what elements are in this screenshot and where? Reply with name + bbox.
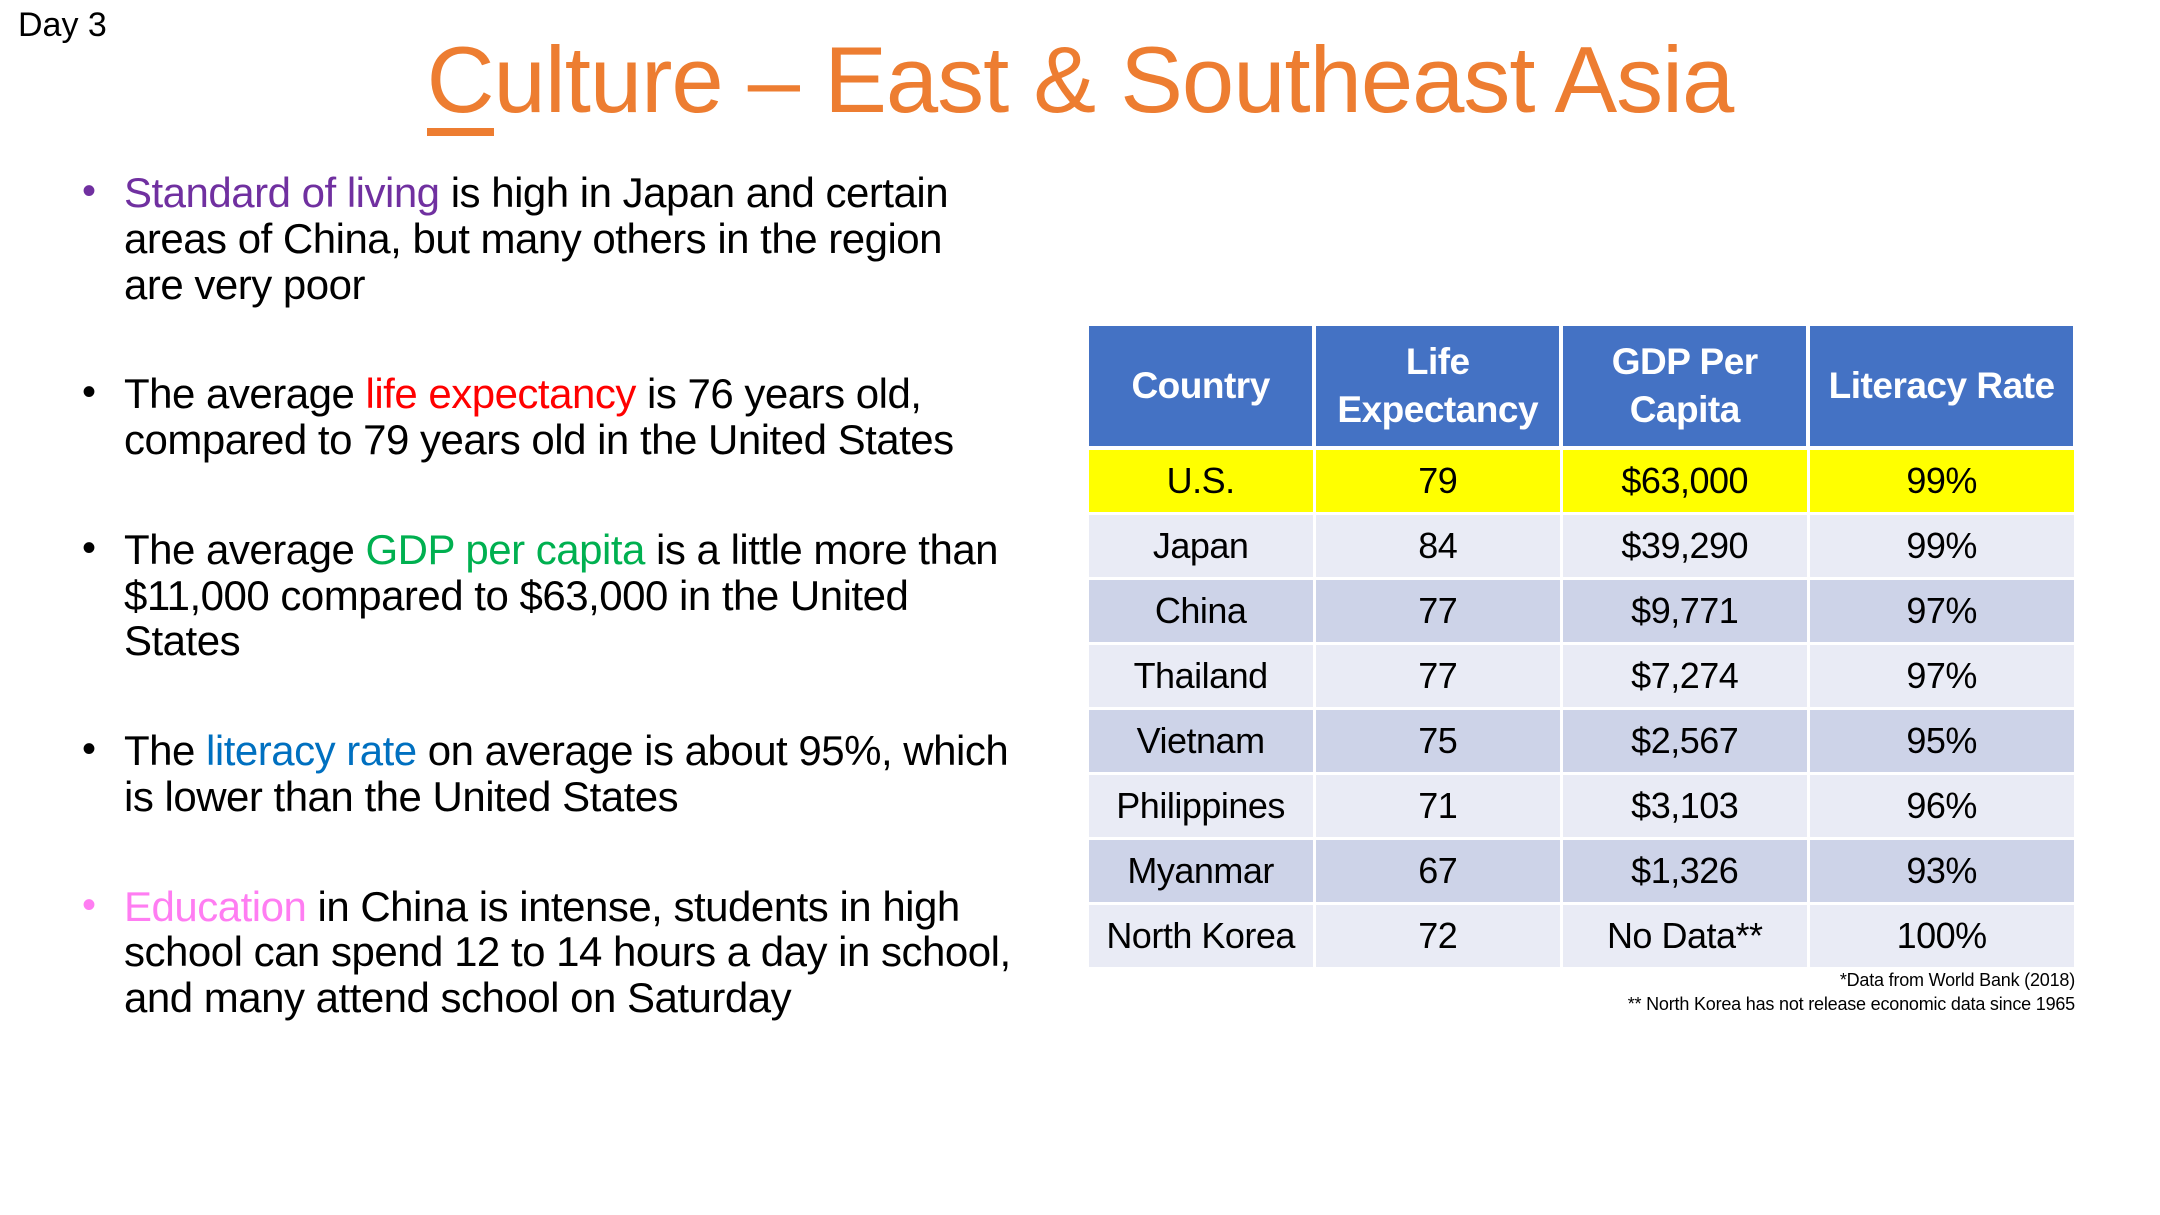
table-cell-literacy-rate: 96%: [1806, 772, 2077, 840]
table-cell-life-expectancy: 77: [1312, 577, 1563, 645]
table-header-row: Country Life Expectancy GDP Per Capita L…: [1084, 322, 2077, 450]
table-cell-country: U.S.: [1085, 446, 1316, 515]
table-cell-gdp-per-capita: $1,326: [1559, 837, 1810, 905]
bullet-keyword: life expectancy: [365, 370, 637, 418]
table-cell-gdp-per-capita: $63,000: [1559, 446, 1810, 515]
table-cell-literacy-rate: 97%: [1806, 642, 2077, 710]
bullet-dot-icon: •: [82, 525, 96, 570]
bullet-dot-icon: •: [82, 727, 96, 772]
table-cell-country: Philippines: [1085, 772, 1316, 840]
bullet-text: The average life expectancy is 76 years …: [124, 371, 1012, 463]
table-cell-life-expectancy: 67: [1312, 837, 1563, 905]
day-label: Day 3: [18, 6, 107, 44]
bullet-suffix: is high in Japan and certain areas of Ch…: [124, 169, 949, 308]
bullet-prefix: The average: [124, 525, 366, 573]
bullet-text: The literacy rate on average is about 95…: [124, 728, 1012, 820]
table-cell-gdp-per-capita: $9,771: [1559, 577, 1810, 645]
table-cell-life-expectancy: 84: [1312, 512, 1563, 580]
bullet-suffix: on average is about 95%, which is lower …: [124, 727, 1009, 820]
table-cell-literacy-rate: 97%: [1806, 577, 2077, 645]
table-cell-country: Vietnam: [1085, 707, 1316, 775]
bullet-item-life-expectancy: • The average life expectancy is 76 year…: [82, 371, 1012, 463]
table-cell-country: Japan: [1085, 512, 1316, 580]
table-header-literacy-rate: Literacy Rate: [1806, 322, 2077, 450]
table-row-thailand: Thailand 77 $7,274 97%: [1085, 642, 2077, 710]
bullet-text: Education in China is intense, students …: [124, 882, 1012, 1022]
table-cell-literacy-rate: 100%: [1806, 902, 2077, 970]
bullet-item-literacy-rate: • The literacy rate on average is about …: [82, 728, 1012, 820]
table-cell-literacy-rate: 99%: [1806, 446, 2077, 515]
table-cell-literacy-rate: 93%: [1806, 837, 2077, 905]
bullet-dot-icon: •: [82, 882, 96, 927]
table-header-gdp-per-capita: GDP Per Capita: [1559, 322, 1811, 450]
table-cell-literacy-rate: 99%: [1806, 512, 2077, 580]
bullet-prefix: The: [124, 727, 207, 775]
bullet-list: • Standard of living is high in Japan an…: [82, 169, 1012, 1022]
bullet-suffix: is a little more than $11,000 compared t…: [124, 525, 999, 665]
bullet-suffix: is 76 years old, compared to 79 years ol…: [124, 370, 954, 464]
table-cell-gdp-per-capita: $3,103: [1559, 772, 1810, 840]
table-cell-life-expectancy: 72: [1312, 902, 1563, 970]
table-cell-gdp-per-capita: $2,567: [1559, 707, 1810, 775]
table-row-japan: Japan 84 $39,290 99%: [1085, 512, 2077, 580]
table-header-life-expectancy: Life Expectancy: [1312, 322, 1564, 450]
bullet-text: Standard of living is high in Japan and …: [124, 170, 1012, 307]
table-row-philippines: Philippines 71 $3,103 96%: [1085, 772, 2077, 840]
table-cell-gdp-per-capita: $39,290: [1559, 512, 1810, 580]
bullet-item-standard-of-living: • Standard of living is high in Japan an…: [82, 169, 1012, 307]
table-cell-country: North Korea: [1085, 902, 1316, 970]
bullet-suffix: in China is intense, students in high sc…: [124, 882, 1011, 1022]
bullet-text: The average GDP per capita is a little m…: [124, 525, 1012, 665]
table-cell-life-expectancy: 75: [1312, 707, 1563, 775]
table-cell-country: Thailand: [1085, 642, 1316, 710]
table-row-myanmar: Myanmar 67 $1,326 93%: [1085, 837, 2077, 905]
footnote-data-source: *Data from World Bank (2018): [1839, 970, 2075, 990]
table-row-us: U.S. 79 $63,000 99%: [1085, 446, 2077, 515]
page-title: Culture – East & Southeast Asia: [0, 26, 2160, 136]
table-cell-country: China: [1085, 577, 1316, 645]
title-underlined-letter: C: [426, 33, 495, 136]
table-cell-gdp-per-capita: $7,274: [1559, 642, 1810, 710]
country-stats-table: Country Life Expectancy GDP Per Capita L…: [1084, 322, 2077, 970]
table-header-country: Country: [1084, 322, 1317, 450]
bullet-keyword: Standard of living: [124, 169, 440, 216]
table-row-north-korea: North Korea 72 No Data** 100%: [1085, 902, 2077, 970]
table-footnotes: *Data from World Bank (2018) ** North Ko…: [1628, 968, 2075, 1017]
footnote-north-korea: ** North Korea has not release economic …: [1627, 994, 2075, 1015]
table-cell-literacy-rate: 95%: [1806, 707, 2077, 775]
bullet-keyword: literacy rate: [206, 727, 417, 775]
table-cell-country: Myanmar: [1085, 837, 1316, 905]
bullet-keyword: Education: [124, 882, 307, 930]
bullet-dot-icon: •: [82, 370, 96, 415]
bullet-item-gdp-per-capita: • The average GDP per capita is a little…: [82, 525, 1012, 665]
table-row-vietnam: Vietnam 75 $2,567 95%: [1085, 707, 2077, 775]
table-cell-life-expectancy: 71: [1312, 772, 1563, 840]
table-cell-life-expectancy: 79: [1312, 446, 1563, 515]
bullet-prefix: The average: [124, 370, 366, 418]
table-cell-life-expectancy: 77: [1312, 642, 1563, 710]
bullet-dot-icon: •: [82, 169, 96, 213]
bullet-keyword: GDP per capita: [365, 525, 646, 573]
table-cell-gdp-per-capita: No Data**: [1559, 902, 1810, 970]
title-rest: ulture – East & Southeast Asia: [493, 27, 1735, 132]
bullet-item-education: • Education in China is intense, student…: [82, 882, 1012, 1022]
table-row-china: China 77 $9,771 97%: [1085, 577, 2077, 645]
